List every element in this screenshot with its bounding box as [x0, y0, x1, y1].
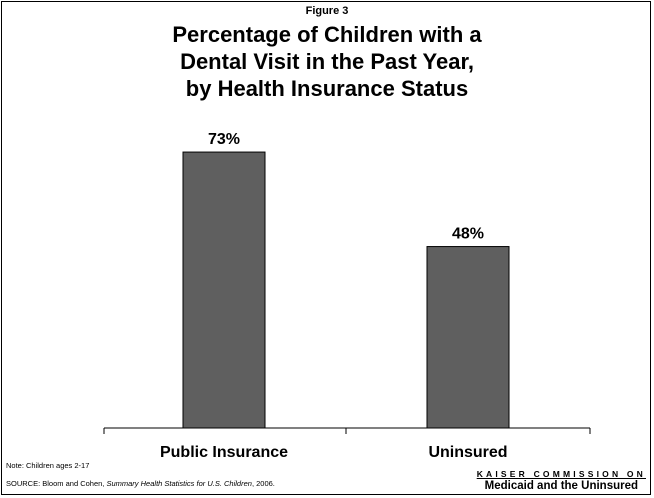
note-text: Note: Children ages 2-17 — [6, 461, 90, 470]
logo-line-2: Medicaid and the Uninsured — [484, 480, 639, 492]
kaiser-logo: KAISER COMMISSION ON Medicaid and the Un… — [477, 469, 646, 492]
source-suffix: , 2006. — [251, 479, 275, 488]
data-label: 48% — [452, 226, 484, 243]
source-prefix: SOURCE: Bloom and Cohen, — [6, 479, 107, 488]
bar-public-insurance — [182, 151, 266, 429]
title-line-1: Percentage of Children with a — [172, 22, 482, 47]
source-text: SOURCE: Bloom and Cohen, Summary Health … — [6, 479, 275, 488]
category-label: Public Insurance — [160, 444, 288, 461]
title-line-2: Dental Visit in the Past Year, — [180, 49, 474, 74]
title-line-3: by Health Insurance Status — [185, 76, 469, 101]
bar-uninsured — [426, 246, 510, 429]
source-title: Summary Health Statistics for U.S. Child… — [106, 479, 252, 488]
logo-line-1: KAISER COMMISSION ON — [476, 469, 646, 479]
category-label: Uninsured — [428, 444, 507, 461]
data-label: 73% — [208, 131, 240, 148]
chart-title: Percentage of Children with a Dental Vis… — [0, 21, 654, 102]
figure-label: Figure 3 — [305, 5, 349, 17]
